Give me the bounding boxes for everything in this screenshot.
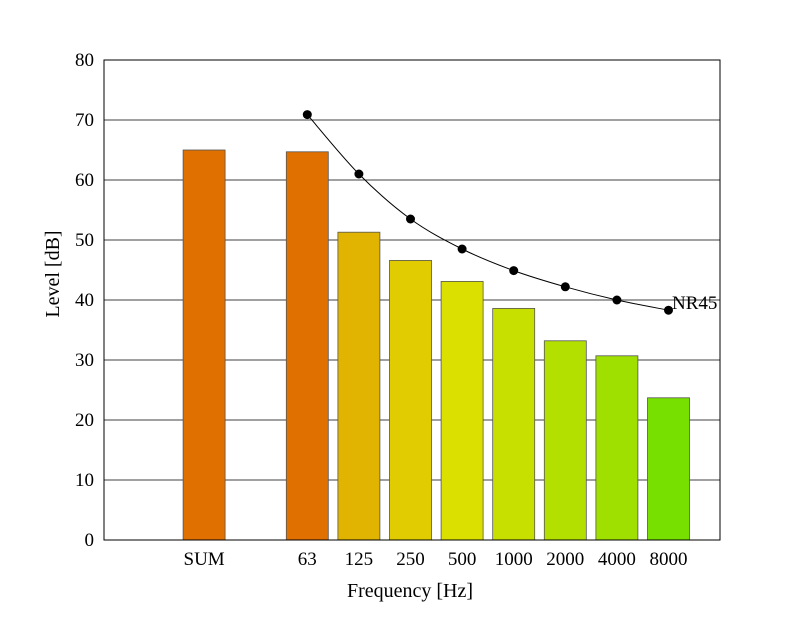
bar-63 (285, 151, 329, 541)
curve-label: NR45 (672, 293, 717, 314)
y-tick-label: 20 (75, 410, 94, 431)
nr-curve-point-4000 (612, 295, 622, 305)
x-tick-labels: SUM 63 125 250 500 1000 2000 4000 8000 (184, 549, 688, 570)
x-tick-label: 63 (298, 549, 317, 570)
nr-curve-point-8000 (664, 305, 673, 315)
bar-SUM (182, 149, 226, 541)
x-tick-label: 2000 (546, 549, 584, 570)
y-tick-label: 40 (75, 290, 94, 311)
bar-250 (389, 259, 432, 541)
y-axis-label: Level [dB] (42, 230, 64, 317)
y-tick-label: 60 (75, 170, 94, 191)
bar-layer (182, 149, 690, 541)
x-tick-label: 125 (345, 549, 374, 570)
y-tick-labels: 0 10 20 30 40 50 60 70 80 (75, 50, 94, 551)
nr-curve-point-125 (354, 169, 364, 179)
y-tick-label: 50 (75, 230, 94, 251)
nr-curve-point-1000 (509, 266, 519, 276)
x-tick-label: 250 (396, 549, 425, 570)
bar-500 (440, 280, 484, 541)
x-tick-label: 8000 (650, 549, 688, 570)
nr-curve-layer (302, 110, 673, 315)
x-tick-label: SUM (184, 549, 225, 570)
nr-curve-point-250 (406, 214, 415, 224)
y-tick-label: 70 (75, 110, 94, 131)
bar-2000 (543, 340, 587, 541)
x-tick-label: 500 (448, 549, 477, 570)
plot-frame (103, 59, 721, 541)
y-tick-label: 80 (75, 50, 94, 71)
bar-8000 (647, 397, 690, 541)
x-axis-label: Frequency [Hz] (347, 580, 473, 602)
x-tick-label: 4000 (598, 549, 636, 570)
nr-curve-point-2000 (560, 282, 570, 292)
bar-4000 (595, 355, 639, 541)
bar-1000 (492, 307, 536, 541)
x-tick-label: 1000 (495, 549, 533, 570)
bar-125 (337, 231, 381, 541)
nr-curve-point-500 (457, 244, 467, 254)
y-tick-label: 30 (75, 350, 94, 371)
y-tick-label: 0 (85, 530, 95, 551)
nr-curve-point-63 (302, 110, 312, 120)
y-tick-label: 10 (75, 470, 94, 491)
